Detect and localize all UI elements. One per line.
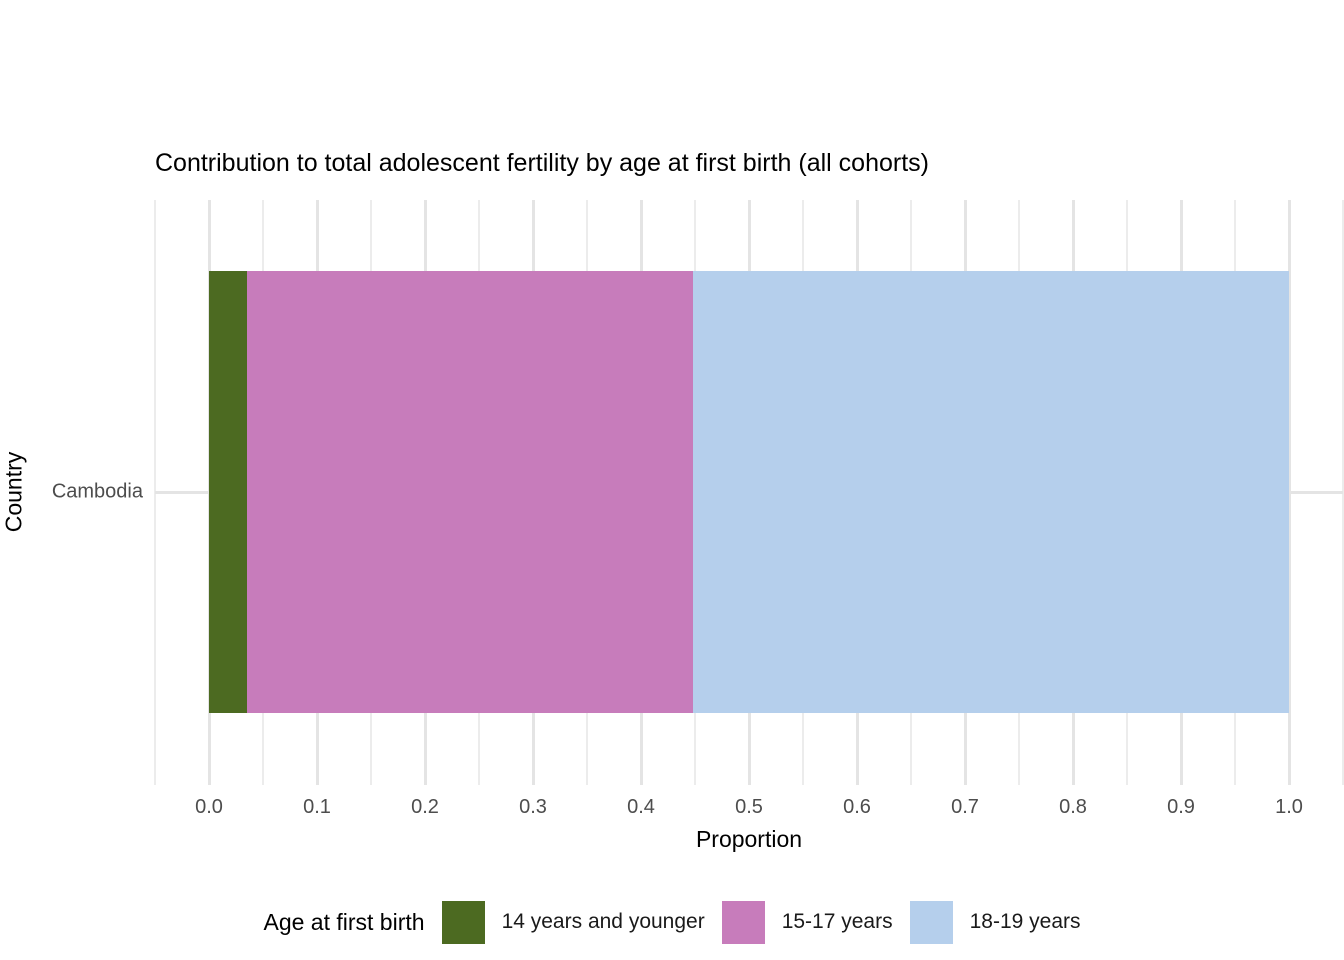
gridline-minor <box>1342 200 1344 785</box>
legend-item: 15-17 years <box>721 900 893 944</box>
x-tick-label-0.6: 0.6 <box>843 796 871 818</box>
plot-panel <box>154 200 1344 785</box>
y-axis-title: Country <box>0 451 27 533</box>
x-tick-label-0.8: 0.8 <box>1059 796 1087 818</box>
stacked-bar-cambodia <box>155 271 1343 713</box>
x-tick-label-0.9: 0.9 <box>1167 796 1195 818</box>
legend-label: 15-17 years <box>781 910 893 933</box>
legend-item: 14 years and younger <box>441 900 705 944</box>
legend-swatch-icon <box>909 900 953 944</box>
y-axis-tick-label: Cambodia <box>51 480 143 503</box>
legend-swatch-icon <box>441 900 485 944</box>
legend-label: 14 years and younger <box>501 910 705 933</box>
x-tick-label-0.3: 0.3 <box>519 796 547 818</box>
x-tick-label-0.7: 0.7 <box>951 796 979 818</box>
bar-segment-15-17-years <box>246 271 693 713</box>
bar-segment-18-19-years <box>692 271 1289 713</box>
chart-title: Contribution to total adolescent fertili… <box>155 149 929 177</box>
x-tick-label-1.0: 1.0 <box>1275 796 1303 818</box>
x-tick-label-0.0: 0.0 <box>195 796 223 818</box>
x-axis-title: Proportion <box>695 826 803 852</box>
bar-segment-14-years-and-younger <box>209 271 247 713</box>
legend-title: Age at first birth <box>263 908 425 935</box>
legend: Age at first birth 14 years and younger 1… <box>0 899 1344 945</box>
x-tick-label-0.5: 0.5 <box>735 796 763 818</box>
x-tick-label-0.2: 0.2 <box>411 796 439 818</box>
x-tick-label-0.1: 0.1 <box>303 796 331 818</box>
x-tick-label-0.4: 0.4 <box>627 796 655 818</box>
legend-swatch-icon <box>721 900 765 944</box>
legend-label: 18-19 years <box>969 910 1081 933</box>
legend-item: 18-19 years <box>909 900 1081 944</box>
